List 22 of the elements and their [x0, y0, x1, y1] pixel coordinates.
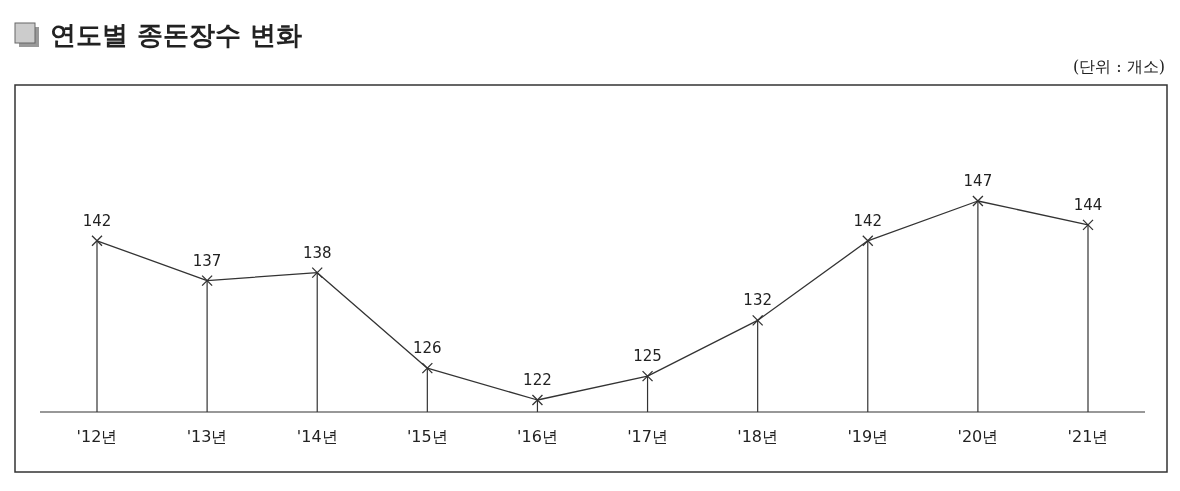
- data-label: 144: [1073, 195, 1103, 214]
- x-tick-label: '16년: [517, 427, 558, 446]
- data-label: 147: [963, 172, 993, 190]
- x-tick-label: '15년: [406, 427, 448, 446]
- data-label: 142: [853, 211, 883, 230]
- x-tick-label: '21년: [1067, 427, 1109, 446]
- data-label: 142: [82, 211, 112, 230]
- x-tick-label: '20년: [957, 427, 999, 446]
- text: (단위 : 개소): [1072, 57, 1165, 76]
- data-label: 132: [743, 291, 772, 310]
- x-tick-label: '19년: [847, 427, 889, 446]
- chart-title: 연도별 종돈장수 변화: [50, 20, 303, 50]
- data-label: 122: [523, 371, 552, 389]
- data-label: 138: [302, 243, 332, 262]
- data-label: 126: [413, 339, 442, 358]
- x-tick-label: '13년: [186, 427, 228, 446]
- x-tick-label: '17년: [627, 427, 668, 446]
- x-tick-label: '18년: [737, 427, 779, 446]
- x-tick-label: '12년: [76, 427, 118, 446]
- x-tick-label: '14년: [296, 427, 338, 446]
- data-label: 125: [633, 347, 662, 366]
- data-label: 137: [192, 251, 222, 270]
